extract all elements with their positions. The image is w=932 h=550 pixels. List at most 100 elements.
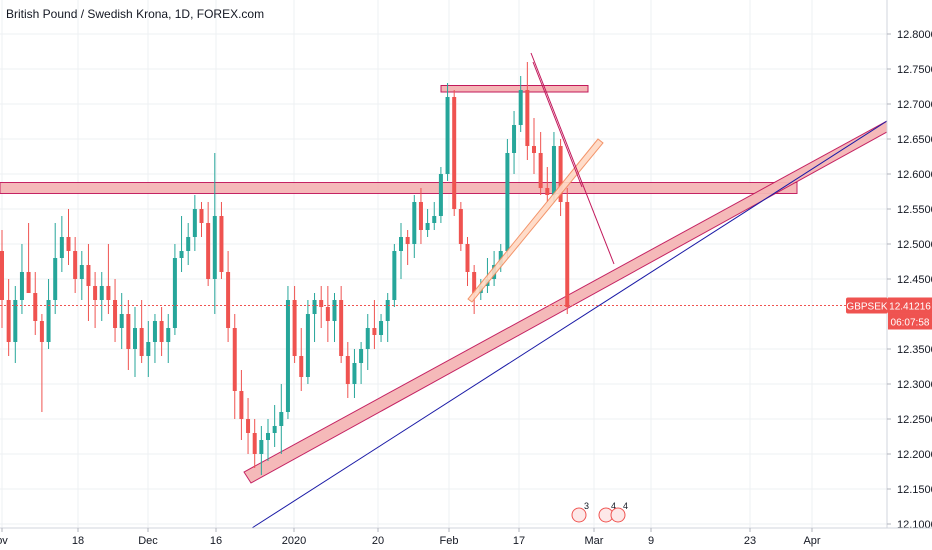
price-axis[interactable]: 12.80000 12.75000 12.70000 12.65000 12.60000… [887, 29, 932, 531]
candle-down [139, 328, 144, 356]
event-marker-count: 4 [623, 501, 628, 511]
candle-up [392, 251, 397, 300]
candle-down [418, 202, 423, 230]
candle-down [33, 293, 38, 321]
event-marker-icon [610, 507, 626, 523]
price-tick-label: 12.75000 [897, 64, 932, 76]
candle-down [26, 272, 31, 293]
drawing-layer [0, 85, 888, 484]
candle-up [305, 314, 310, 377]
event-marker-icon [571, 507, 587, 523]
candle-up [332, 300, 337, 321]
candle-up [379, 321, 384, 335]
candle-down [219, 216, 224, 272]
candle-up [279, 412, 284, 426]
time-axis[interactable]: ov18Dec16202020Feb17Mar923Apr [0, 528, 821, 547]
candle-down [0, 251, 4, 300]
candle-up [432, 216, 437, 223]
candle-up [512, 125, 517, 153]
candle-up [192, 209, 197, 237]
candle-down [565, 202, 570, 307]
candle-down [106, 286, 111, 300]
orange-channel [467, 138, 604, 303]
candle-down [538, 153, 543, 188]
candle-up [272, 426, 277, 433]
candle-up [172, 258, 177, 328]
candle-down [126, 314, 131, 349]
candle-up [59, 237, 64, 258]
candle-down [372, 328, 377, 335]
candle-up [152, 321, 157, 342]
candle-up [551, 146, 556, 195]
candle-down [66, 237, 71, 251]
falling-line-2 [532, 61, 583, 188]
price-tick-label: 12.20000 [897, 449, 932, 461]
candle-down [452, 97, 457, 209]
candle-up [166, 328, 171, 342]
candle-down [113, 300, 118, 328]
price-tick-label: 12.55000 [897, 204, 932, 216]
candle-down [525, 90, 530, 146]
candle-down [6, 300, 11, 342]
candle-down [545, 188, 550, 195]
candle-down [39, 321, 44, 342]
price-tick-label: 12.60000 [897, 169, 932, 181]
candle-up [79, 265, 84, 279]
candle-up [259, 440, 264, 454]
candle-up [13, 300, 18, 342]
price-tick-label: 12.10000 [897, 519, 932, 531]
time-tick-label: Apr [803, 535, 820, 547]
candle-up [133, 328, 137, 349]
time-tick-label: Dec [138, 535, 158, 547]
time-tick-label: 16 [210, 535, 222, 547]
candle-down [558, 146, 563, 202]
candle-up [186, 237, 191, 251]
candle-up [312, 300, 317, 314]
candle-up [385, 300, 390, 321]
price-tick-label: 12.50000 [897, 239, 932, 251]
candle-down [405, 237, 410, 244]
candle-down [345, 356, 350, 384]
price-tick-label: 12.65000 [897, 134, 932, 146]
time-tick-label: Feb [440, 535, 459, 547]
candle-up [425, 223, 430, 230]
candle-down [325, 307, 330, 321]
svg-text:GBPSEK: GBPSEK [846, 301, 887, 312]
candle-down [299, 356, 304, 377]
candle-up [359, 349, 364, 363]
candle-down [339, 300, 344, 356]
candle-down [252, 433, 257, 454]
trend-drawings [251, 52, 888, 529]
time-tick-label: 20 [372, 535, 384, 547]
price-tick-label: 12.30000 [897, 379, 932, 391]
symbol-badge: GBPSEK [846, 297, 888, 314]
time-tick-label: 23 [744, 535, 756, 547]
candle-down [239, 391, 244, 419]
candle-up [99, 286, 104, 300]
candle-up [212, 216, 217, 279]
candle-down [458, 209, 463, 244]
candle-down [199, 209, 204, 223]
price-tick-label: 12.80000 [897, 29, 932, 41]
price-tick-label: 12.25000 [897, 414, 932, 426]
resistance-band [0, 182, 798, 194]
candle-up [46, 300, 51, 342]
blue-trendline [251, 120, 888, 529]
candle-down [73, 251, 78, 279]
candle-down [319, 300, 324, 307]
svg-text:12.41216: 12.41216 [889, 301, 931, 312]
countdown-badge: 06:07:58 [888, 313, 932, 330]
time-tick-label: 18 [72, 535, 84, 547]
top-band [440, 85, 589, 93]
candle-down [465, 244, 470, 272]
time-tick-label: Mar [585, 535, 604, 547]
svg-text:06:07:58: 06:07:58 [891, 317, 930, 328]
candle-up [179, 251, 184, 258]
candle-up [365, 328, 370, 349]
candle-up [518, 90, 523, 125]
time-tick-label: ov [0, 535, 8, 547]
candle-down [232, 328, 237, 391]
price-tick-label: 12.15000 [897, 484, 932, 496]
